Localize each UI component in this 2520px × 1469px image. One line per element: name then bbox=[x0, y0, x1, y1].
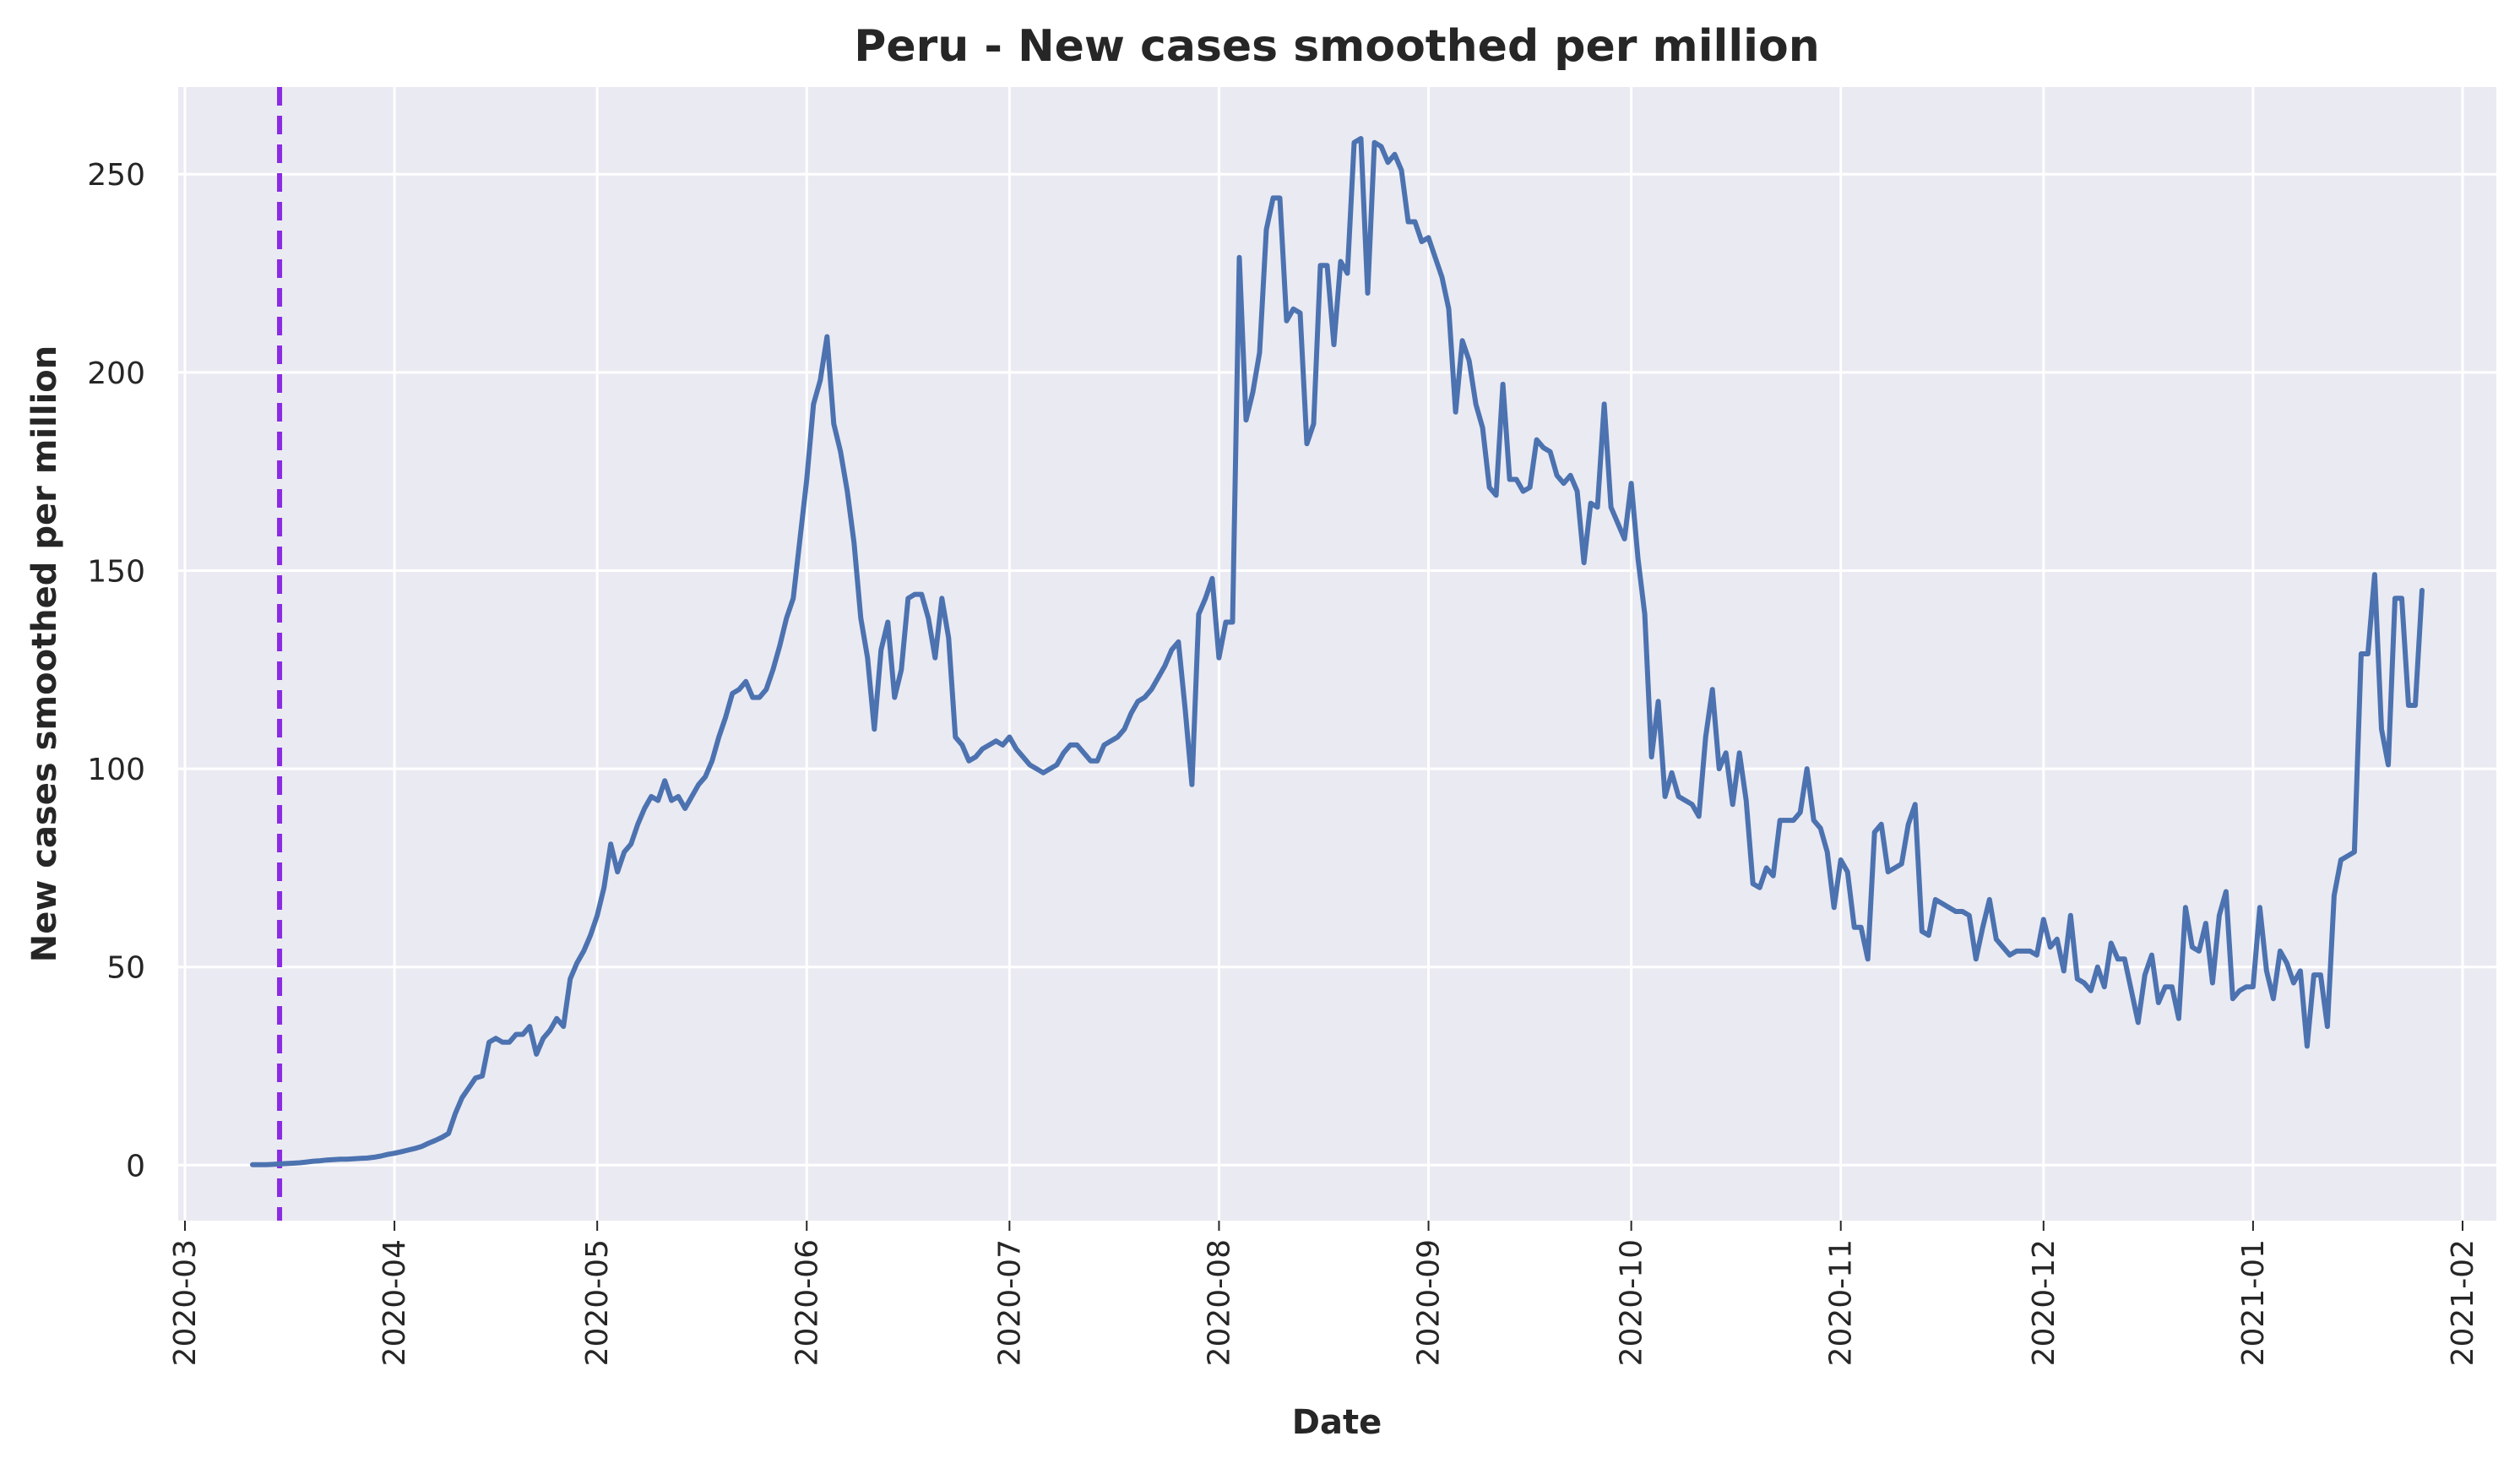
x-tick-label: 2020-12 bbox=[2027, 1239, 2061, 1366]
x-tick-label: 2020-06 bbox=[790, 1239, 824, 1366]
y-tick-labels: 0 50 100 150 200 250 bbox=[87, 158, 145, 1183]
x-tick-label: 2020-03 bbox=[168, 1239, 203, 1366]
x-tick-label: 2020-05 bbox=[580, 1239, 615, 1366]
y-tick-label: 200 bbox=[87, 356, 145, 391]
x-tick-label: 2020-11 bbox=[1824, 1239, 1859, 1366]
x-tick-labels: 2020-03 2020-04 2020-05 2020-06 2020-07 2020-… bbox=[168, 1221, 2480, 1366]
y-tick-label: 250 bbox=[87, 158, 145, 193]
x-tick-label: 2020-10 bbox=[1615, 1239, 1649, 1366]
plot-background bbox=[178, 87, 2496, 1221]
y-gridlines bbox=[178, 172, 2496, 1167]
x-tick-label: 2021-02 bbox=[2446, 1239, 2480, 1366]
y-tick-label: 50 bbox=[106, 951, 145, 986]
x-tick-label: 2021-01 bbox=[2236, 1239, 2271, 1366]
x-axis-label: Date bbox=[1292, 1403, 1382, 1442]
y-tick-label: 0 bbox=[126, 1149, 145, 1183]
x-tick-label: 2020-04 bbox=[377, 1239, 412, 1366]
y-tick-label: 100 bbox=[87, 753, 145, 787]
x-tick-label: 2020-07 bbox=[992, 1239, 1027, 1366]
y-axis-label: New cases smoothed per million bbox=[25, 345, 64, 963]
chart-title: Peru - New cases smoothed per million bbox=[854, 21, 1819, 72]
x-tick-label: 2020-09 bbox=[1412, 1239, 1447, 1366]
x-tick-label: 2020-08 bbox=[1202, 1239, 1236, 1366]
series-line-new-cases bbox=[250, 136, 2425, 1167]
y-tick-label: 150 bbox=[87, 554, 145, 589]
